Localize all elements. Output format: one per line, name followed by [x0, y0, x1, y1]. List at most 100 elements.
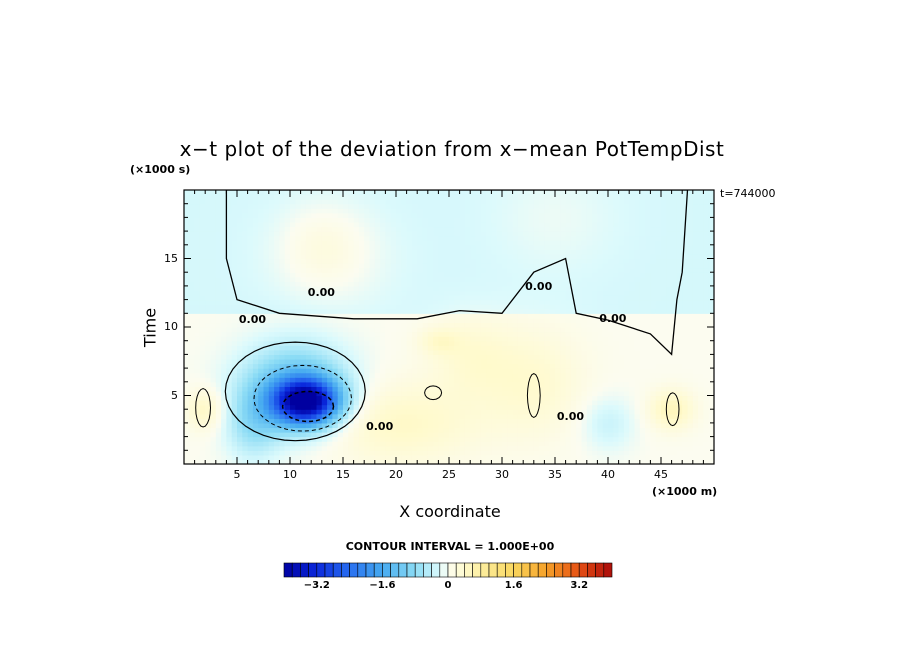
field-cell	[533, 322, 540, 328]
field-cell	[533, 304, 540, 310]
field-cell	[221, 295, 227, 301]
field-cell	[507, 386, 514, 392]
field-cell	[327, 349, 333, 355]
field-cell	[459, 240, 466, 246]
field-cell	[199, 349, 206, 355]
field-cell	[332, 253, 339, 260]
field-cell	[464, 221, 471, 228]
field-cell	[364, 235, 371, 241]
field-cell	[401, 253, 408, 260]
field-cell	[252, 354, 259, 360]
field-cell	[433, 413, 439, 419]
field-cell	[539, 244, 545, 250]
field-cell	[422, 368, 429, 374]
field-cell	[502, 263, 508, 269]
field-cell	[581, 349, 588, 355]
field-cell	[592, 340, 598, 346]
field-cell	[300, 299, 307, 305]
field-cell	[184, 221, 190, 228]
field-cell	[316, 276, 323, 282]
field-cell	[189, 372, 196, 378]
field-cell	[380, 427, 386, 433]
field-cell	[411, 327, 418, 333]
field-cell	[327, 199, 333, 205]
field-cell	[401, 400, 408, 406]
field-cell	[353, 409, 360, 415]
field-cell	[443, 368, 450, 374]
field-cell	[544, 377, 551, 383]
field-cell	[512, 450, 519, 456]
field-cell	[560, 221, 567, 228]
field-cell	[221, 281, 227, 287]
field-cell	[364, 221, 371, 228]
field-cell	[422, 290, 429, 296]
field-cell	[189, 354, 196, 360]
field-cell	[385, 299, 392, 305]
field-cell	[237, 285, 243, 292]
field-cell	[332, 404, 339, 410]
field-cell	[539, 263, 545, 269]
field-cell	[321, 327, 328, 333]
field-cell	[353, 226, 360, 232]
field-cell	[570, 194, 577, 200]
field-cell	[284, 217, 291, 223]
field-cell	[438, 345, 445, 351]
field-cell	[401, 235, 408, 241]
field-cell	[252, 304, 259, 310]
field-cell	[279, 317, 286, 324]
field-cell	[184, 267, 190, 273]
field-cell	[544, 267, 551, 273]
field-cell	[353, 290, 360, 296]
field-cell	[464, 432, 471, 438]
field-cell	[570, 244, 577, 250]
field-cell	[237, 313, 243, 319]
field-cell	[570, 327, 577, 333]
field-cell	[544, 272, 551, 278]
field-cell	[194, 390, 201, 397]
field-cell	[348, 267, 355, 273]
field-cell	[592, 249, 598, 255]
field-cell	[486, 327, 492, 333]
field-cell	[507, 203, 514, 209]
field-cell	[533, 441, 540, 447]
field-cell	[327, 386, 333, 392]
field-cell	[305, 276, 312, 282]
field-cell	[480, 358, 487, 365]
field-cell	[290, 190, 296, 196]
field-cell	[475, 349, 482, 355]
field-cell	[491, 386, 498, 392]
field-cell	[613, 231, 620, 237]
field-cell	[290, 422, 296, 429]
field-cell	[523, 372, 530, 378]
field-cell	[374, 386, 381, 392]
field-cell	[613, 203, 620, 209]
field-cell	[517, 249, 524, 255]
field-cell	[242, 441, 249, 447]
field-cell	[586, 281, 593, 287]
field-cell	[507, 395, 514, 401]
field-cell	[602, 244, 609, 250]
field-cell	[337, 427, 344, 433]
filled-contour-field	[184, 190, 714, 464]
field-cell	[560, 336, 567, 342]
field-cell	[623, 381, 630, 387]
field-cell	[184, 409, 190, 415]
field-cell	[199, 327, 206, 333]
field-cell	[555, 212, 561, 218]
field-cell	[364, 422, 371, 429]
field-cell	[327, 390, 333, 397]
field-cell	[539, 459, 545, 464]
field-cell	[602, 231, 609, 237]
field-cell	[316, 253, 323, 260]
field-cell	[422, 450, 429, 456]
field-cell	[555, 381, 561, 387]
field-cell	[411, 400, 418, 406]
field-cell	[544, 208, 551, 214]
field-cell	[396, 285, 402, 292]
field-cell	[576, 450, 583, 456]
field-cell	[184, 281, 190, 287]
field-cell	[438, 400, 445, 406]
field-cell	[258, 400, 265, 406]
field-cell	[364, 418, 371, 424]
field-cell	[464, 349, 471, 355]
